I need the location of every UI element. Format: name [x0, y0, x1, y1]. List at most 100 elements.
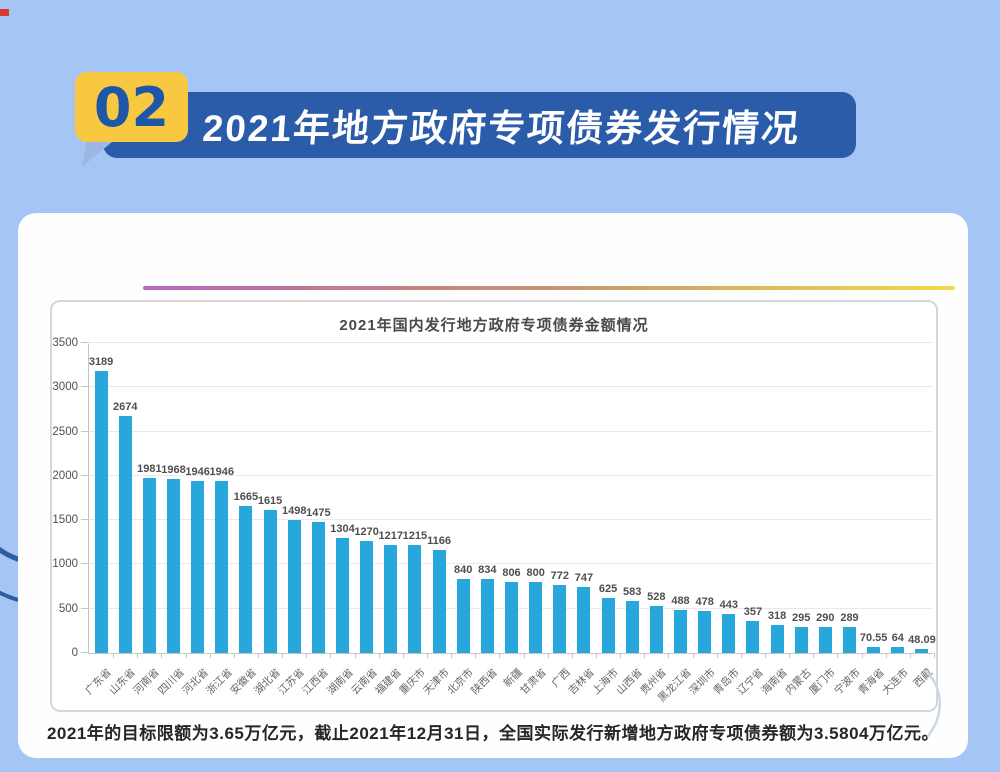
x-axis-label: 陕西省 [469, 666, 501, 698]
y-axis-tick [81, 430, 89, 432]
bar [674, 609, 687, 653]
gridline [89, 430, 933, 432]
bar-value-label: 1946 [209, 465, 235, 478]
bar-value-label: 1166 [427, 534, 451, 547]
bar [408, 545, 422, 653]
y-axis-tick-label: 2000 [52, 469, 78, 482]
bar [384, 545, 398, 653]
bar [891, 647, 905, 653]
bar [770, 624, 784, 653]
bar-value-label: 3189 [88, 355, 114, 368]
bar-value-label: 840 [454, 563, 473, 576]
y-axis-tick-label: 500 [58, 602, 78, 615]
content-card: 2021年国内发行地方政府专项债券金额情况 0 500 1000 1500 2000 25… [18, 213, 968, 758]
x-axis-tick [547, 653, 549, 658]
bar-value-label: 2674 [112, 401, 138, 414]
x-axis-tick [282, 653, 284, 658]
bar-value-label: 1304 [330, 522, 355, 535]
bar [191, 480, 205, 653]
x-axis-label: 西藏 [911, 666, 935, 690]
y-axis-tick-label: 0 [71, 647, 78, 659]
bar-value-label: 1270 [354, 525, 379, 538]
bar-value-label: 1475 [306, 507, 331, 520]
bar [263, 509, 277, 653]
bar [649, 606, 663, 653]
bar-value-label: 1498 [281, 505, 307, 518]
bar [94, 370, 108, 653]
bar [577, 586, 591, 653]
bar-value-label: 772 [550, 569, 569, 582]
x-axis-tick [161, 653, 163, 658]
bar-value-label: 583 [623, 586, 642, 599]
bar [553, 584, 567, 653]
x-axis-tick [378, 653, 380, 658]
x-axis-tick [692, 653, 694, 658]
bar-value-label: 747 [574, 571, 594, 584]
bar [432, 549, 446, 653]
y-axis-tick-label: 3500 [52, 337, 78, 349]
bar-value-label: 70.55 [859, 631, 888, 644]
bar [794, 626, 808, 653]
bar-value-label: 800 [526, 567, 545, 580]
x-axis-tick [934, 653, 935, 658]
bar [746, 621, 760, 653]
x-axis-tick [716, 653, 718, 658]
x-axis-label: 深圳市 [686, 666, 718, 698]
bar-value-label: 834 [478, 564, 497, 577]
section-title: 2021年地方政府专项债券发行情况 [201, 108, 802, 149]
bar-value-label: 1217 [378, 530, 404, 543]
bar-value-label: 488 [671, 594, 690, 607]
bar [336, 537, 349, 653]
x-axis-tick [402, 653, 404, 658]
bar [843, 627, 856, 653]
gridline [89, 563, 933, 565]
x-axis-tick [354, 653, 356, 658]
x-axis-tick [909, 653, 911, 658]
y-axis-tick-label: 3000 [52, 381, 78, 394]
x-axis-tick [233, 653, 235, 658]
x-axis-tick [137, 653, 139, 658]
y-axis-tick-label: 1500 [52, 514, 78, 527]
x-axis-tick [789, 653, 791, 658]
footnote-text: 2021年的目标限额为3.65万亿元，截止2021年12月31日，全国实际发行新… [46, 724, 940, 743]
x-axis-tick [499, 653, 501, 658]
bar-value-label: 1665 [233, 490, 259, 503]
bar [722, 613, 736, 653]
x-axis-tick [427, 653, 428, 658]
bar [118, 416, 132, 653]
bar [601, 597, 615, 653]
bar [867, 646, 881, 653]
x-axis-tick [258, 653, 259, 658]
bar-value-label: 625 [598, 582, 618, 595]
bar-value-label: 1215 [402, 530, 428, 543]
bar [625, 601, 639, 653]
x-axis-tick [620, 653, 622, 658]
bar-value-label: 318 [767, 609, 787, 622]
bar [505, 581, 518, 653]
x-axis-label: 河南省 [131, 666, 163, 698]
section-number-badge: 02 [75, 72, 188, 142]
gridline [89, 474, 933, 476]
y-axis-tick-label: 1000 [52, 558, 78, 571]
y-axis-tick [81, 474, 89, 476]
x-axis-tick [209, 653, 211, 658]
y-axis-tick [81, 607, 89, 609]
bar-value-label: 443 [719, 598, 738, 611]
x-axis-tick [475, 653, 477, 658]
bar [239, 505, 253, 653]
x-axis-tick [306, 653, 308, 658]
y-axis-tick [81, 563, 89, 565]
bar-value-label: 289 [840, 612, 859, 625]
x-axis-tick [765, 653, 766, 658]
x-axis-tick [571, 653, 573, 658]
plot-area: 0 500 1000 1500 2000 2500 3000 3500 3189 2674 1981… [52, 337, 935, 659]
bar-value-label: 1981 [137, 462, 162, 475]
x-axis-label: 宁波市 [831, 666, 863, 698]
section-number: 02 [93, 75, 170, 139]
x-axis-tick [861, 653, 863, 658]
x-axis-label: 厦门市 [807, 666, 839, 698]
bar [915, 648, 929, 653]
bar-value-label: 1968 [161, 463, 186, 476]
x-axis-tick [330, 653, 332, 658]
x-axis-label: 甘肃省 [517, 666, 549, 698]
